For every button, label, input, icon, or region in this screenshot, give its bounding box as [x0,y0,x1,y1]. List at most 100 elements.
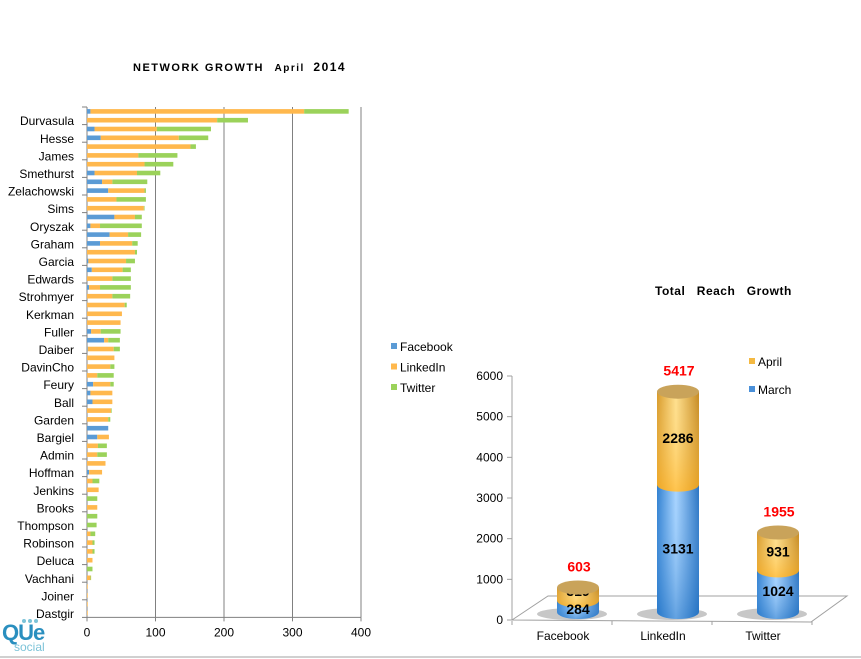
bar-facebook [87,346,88,352]
network-growth-chart: NETWORK GROWTH April 2014 0 100 200 300 400 D… [8,60,454,639]
bar-linkedin [87,117,218,123]
bar-twitter [122,267,131,273]
y-tick-label: 4000 [476,450,503,464]
bar-twitter [97,373,114,378]
cylinder-top [657,384,699,399]
category-label: Vachhani [25,572,74,586]
bar-twitter [112,179,148,185]
bar-linkedin [87,161,145,167]
category-label: Joiner [41,589,74,603]
category-label: Graham [31,237,74,251]
category-label: Bargiel [37,431,74,445]
cylinder-shade-april [757,532,799,578]
y-tick-label: 0 [496,613,503,627]
cylinder-top [757,525,799,540]
bar-twitter [110,364,115,369]
x-tick-label: 300 [282,625,302,639]
bar-linkedin [89,285,101,290]
legend-label-twitter: Twitter [400,381,435,395]
category-label: Sims [47,202,74,216]
bar-facebook [87,188,109,193]
title-year: 2014 [313,60,346,74]
chart-floor [510,595,849,623]
bar-twitter [108,417,111,422]
bar-twitter [132,241,138,246]
bar-twitter [92,549,95,554]
bar-twitter [190,144,196,149]
bar-twitter [87,566,93,572]
bar-twitter [90,575,92,581]
bar-twitter [156,126,211,132]
cylinder-top [557,580,599,595]
data-label-april: 931 [766,543,790,559]
bar-linkedin [87,452,98,457]
bar-twitter [90,531,96,537]
x-tick-label: 100 [145,625,165,639]
bar-linkedin [87,355,115,361]
bar-facebook [87,399,93,405]
bar-twitter [124,302,127,308]
category-label: Garden [34,413,74,427]
category-label: Oryszak [30,220,75,234]
legend-swatch-twitter [391,384,397,390]
total-label: 5417 [663,363,694,379]
bar-linkedin [87,601,88,607]
bar-twitter [138,153,178,158]
bar-twitter [87,513,98,519]
bar-facebook [87,390,91,396]
bar-linkedin [87,549,93,554]
bar-linkedin [88,258,127,264]
bar-twitter [128,232,142,237]
bar-twitter [134,249,138,255]
data-label-march: 284 [566,601,590,617]
bar-linkedin [87,540,93,545]
bar-twitter [92,478,100,484]
category-label: Kerkman [26,308,74,322]
category-label: Admin [40,449,74,463]
bar-linkedin [90,109,305,114]
bar-twitter [217,117,248,123]
bar-facebook [87,434,98,440]
bar-facebook [87,232,110,237]
bar-linkedin [87,373,98,378]
bar-linkedin [87,408,111,413]
bar-twitter [113,346,120,352]
x-tick-label: 200 [214,625,234,639]
bar-linkedin [92,399,113,405]
legend-label-march: March [758,383,791,397]
bar-linkedin [90,223,101,229]
bar-linkedin [102,179,113,185]
y-tick-label: 2000 [476,532,503,546]
bar-twitter [87,522,97,528]
category-label: Zelachowski [8,185,74,199]
category-label: Deluca [37,554,75,568]
bar-linkedin [87,610,88,616]
bar-twitter [178,135,209,141]
bar-facebook [87,241,101,246]
que-social-logo: QUe social [2,619,52,658]
logo-sub: social [14,640,45,654]
category-label: Dastgir [36,607,74,621]
bar-linkedin [91,329,101,334]
bar-twitter [144,161,174,167]
bar-twitter [143,205,145,211]
bar-linkedin [87,153,139,158]
footer-divider [0,656,861,658]
category-label: Daiber [39,343,74,357]
y-tick-label: 6000 [476,369,503,383]
category-label: Feury [43,378,74,392]
bar-linkedin [87,311,122,317]
bar-twitter [100,223,142,229]
cylinder-shade-march [757,570,799,619]
bar-linkedin [87,487,99,493]
bar-facebook [87,267,92,273]
legend-swatch-april [749,358,755,364]
category-label: Edwards [27,273,74,287]
total-reach-growth-chart: Total Reach Growth 0 1000 2000 3000 4000 5000… [476,284,849,643]
network-growth-title: NETWORK GROWTH April 2014 [133,60,346,74]
bar-twitter [110,408,112,413]
bar-twitter [100,285,131,290]
category-label: Jenkins [33,484,74,498]
bar-facebook [87,381,94,387]
